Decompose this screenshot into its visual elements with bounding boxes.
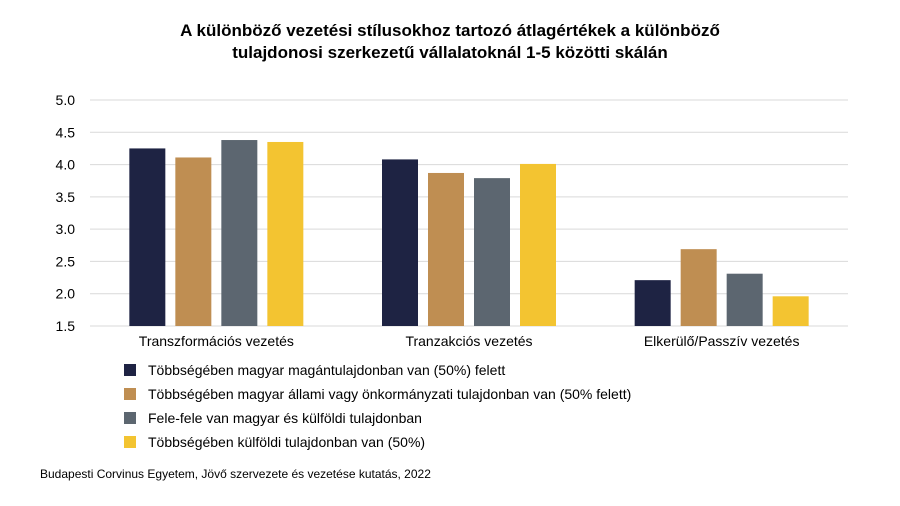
y-tick-label: 2.5 (56, 253, 76, 269)
legend-swatch (124, 364, 136, 376)
x-category-label: Tranzakciós vezetés (405, 333, 532, 349)
y-tick-label: 3.0 (56, 221, 76, 237)
legend-item: Fele-fele van magyar és külföldi tulajdo… (124, 406, 631, 430)
legend-item: Többségében magyar magántulajdonban van … (124, 358, 631, 382)
bar-chart: 5.0 4.5 4.0 3.5 3.0 2.5 2.0 1.5 Transzformációs … (56, 92, 848, 349)
bar (772, 296, 809, 326)
x-category-label: Elkerülő/Passzív vezetés (644, 333, 800, 349)
legend-label: Többségében magyar magántulajdonban van … (148, 362, 506, 378)
y-tick-label: 4.0 (56, 157, 76, 173)
legend-swatch (124, 388, 136, 400)
y-tick-label: 5.0 (56, 92, 76, 108)
y-tick-label: 4.5 (56, 124, 76, 140)
bar (175, 157, 212, 326)
legend-label: Többségében külföldi tulajdonban van (50… (148, 434, 426, 450)
bar (726, 273, 763, 326)
bar (520, 163, 556, 326)
legend-item: Többségében külföldi tulajdonban van (50… (124, 430, 631, 454)
bar (129, 148, 166, 326)
bar (428, 172, 464, 326)
bar (634, 280, 671, 326)
bar (221, 140, 258, 326)
source-note: Budapesti Corvinus Egyetem, Jövő szervez… (40, 467, 431, 481)
bar (267, 141, 304, 326)
chart-title-line-1: A különböző vezetési stílusokhoz tartozó… (180, 21, 720, 40)
chart-title: A különböző vezetési stílusokhoz tartozó… (0, 20, 900, 64)
legend-label: Fele-fele van magyar és külföldi tulajdo… (148, 410, 422, 426)
legend: Többségében magyar magántulajdonban van … (124, 358, 631, 454)
x-category-label: Transzformációs vezetés (139, 333, 294, 349)
bar (382, 159, 418, 326)
bar (680, 249, 717, 326)
legend-label: Többségében magyar állami vagy önkormány… (148, 386, 632, 402)
bar (474, 178, 510, 326)
y-tick-label: 3.5 (56, 189, 76, 205)
legend-item: Többségében magyar állami vagy önkormány… (124, 382, 631, 406)
chart-title-line-2: tulajdonosi szerkezetű vállalatoknál 1-5… (232, 43, 668, 62)
legend-swatch (124, 412, 136, 424)
legend-swatch (124, 436, 136, 448)
y-tick-label: 1.5 (56, 318, 76, 334)
y-tick-label: 2.0 (56, 286, 76, 302)
